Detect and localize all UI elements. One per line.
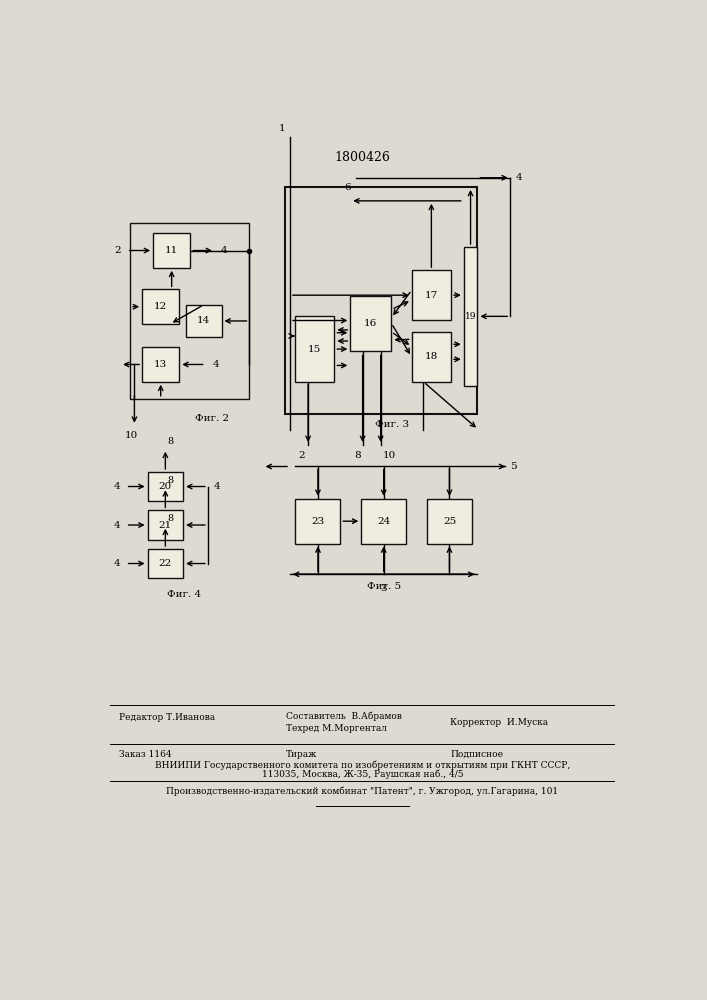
- Text: 3: 3: [380, 584, 387, 593]
- Text: 4: 4: [114, 559, 120, 568]
- Text: 14: 14: [197, 316, 211, 325]
- Text: 21: 21: [159, 521, 172, 530]
- Bar: [295, 316, 334, 382]
- Text: 15: 15: [308, 345, 321, 354]
- Text: 13: 13: [154, 360, 168, 369]
- Text: 10: 10: [125, 431, 139, 440]
- Bar: [464, 247, 477, 386]
- Text: 4: 4: [516, 173, 522, 182]
- Text: 10: 10: [383, 451, 396, 460]
- Text: 2: 2: [299, 451, 305, 460]
- Bar: [284, 187, 477, 414]
- Text: 4: 4: [114, 482, 120, 491]
- Text: 4: 4: [114, 521, 120, 530]
- Text: 8: 8: [167, 476, 173, 485]
- Text: 25: 25: [443, 517, 456, 526]
- Text: 1800426: 1800426: [334, 151, 390, 164]
- Text: 16: 16: [364, 319, 378, 328]
- Text: Редактор Т.Иванова: Редактор Т.Иванова: [119, 713, 215, 722]
- Text: 1: 1: [279, 124, 286, 133]
- Bar: [148, 510, 183, 540]
- Bar: [148, 472, 183, 501]
- Text: 12: 12: [154, 302, 168, 311]
- Text: Фиг. 3: Фиг. 3: [375, 420, 409, 429]
- Text: 11: 11: [165, 246, 178, 255]
- Bar: [361, 499, 407, 544]
- Text: 8: 8: [167, 514, 173, 523]
- Text: Тираж: Тираж: [286, 750, 317, 759]
- Text: 20: 20: [159, 482, 172, 491]
- Text: 5: 5: [510, 462, 517, 471]
- Text: 4: 4: [212, 360, 219, 369]
- Text: ВНИИПИ Государственного комитета по изобретениям и открытиям при ГКНТ СССР,: ВНИИПИ Государственного комитета по изоб…: [155, 761, 570, 770]
- Text: 19: 19: [464, 312, 477, 321]
- Bar: [411, 270, 451, 320]
- Text: Фиг. 5: Фиг. 5: [367, 582, 402, 591]
- Text: 113035, Москва, Ж-35, Раушская наб., 4/5: 113035, Москва, Ж-35, Раушская наб., 4/5: [262, 770, 463, 779]
- Text: 4: 4: [221, 246, 227, 255]
- Text: 8: 8: [167, 437, 173, 446]
- Text: Подписное: Подписное: [450, 750, 503, 759]
- Text: 6: 6: [344, 183, 351, 192]
- Text: 17: 17: [425, 291, 438, 300]
- Text: 24: 24: [377, 517, 390, 526]
- Text: Фиг. 4: Фиг. 4: [167, 590, 201, 599]
- Text: 18: 18: [425, 352, 438, 361]
- Text: Фиг. 2: Фиг. 2: [194, 414, 229, 423]
- Bar: [148, 549, 183, 578]
- Text: Техред М.Моргентал: Техред М.Моргентал: [286, 724, 387, 733]
- Bar: [153, 233, 190, 268]
- Bar: [296, 499, 341, 544]
- Text: Корректор  И.Муска: Корректор И.Муска: [450, 718, 548, 727]
- Text: 23: 23: [311, 517, 325, 526]
- Bar: [142, 289, 180, 324]
- Bar: [130, 223, 250, 399]
- Text: 8: 8: [354, 451, 361, 460]
- Bar: [427, 499, 472, 544]
- Bar: [186, 305, 221, 337]
- Text: 2: 2: [115, 246, 122, 255]
- Bar: [350, 296, 392, 351]
- Text: Составитель  В.Абрамов: Составитель В.Абрамов: [286, 711, 402, 721]
- Text: 22: 22: [159, 559, 172, 568]
- Bar: [142, 347, 180, 382]
- Text: Заказ 1164: Заказ 1164: [119, 750, 171, 759]
- Text: Производственно-издательский комбинат "Патент", г. Ужгород, ул.Гагарина, 101: Производственно-издательский комбинат "П…: [166, 787, 559, 796]
- Bar: [411, 332, 451, 382]
- Text: 4: 4: [214, 482, 220, 491]
